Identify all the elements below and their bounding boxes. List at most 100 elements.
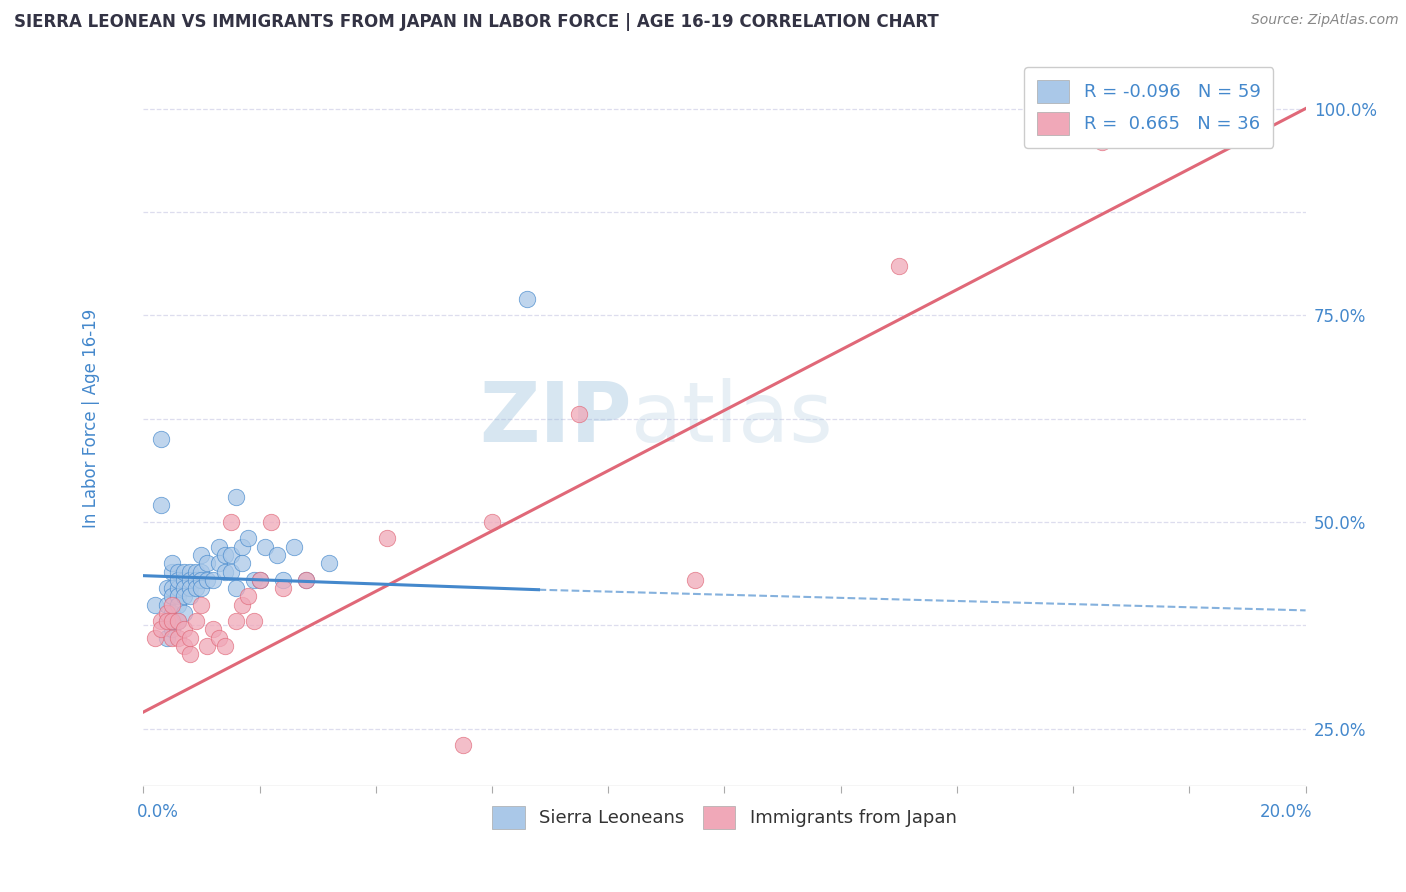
Point (249, 573, 271, 587)
Point (179, 590, 201, 604)
Point (225, 614, 247, 628)
Point (155, 614, 177, 628)
Point (219, 515, 242, 529)
Point (162, 606, 184, 620)
Text: atlas: atlas (631, 378, 834, 459)
Point (318, 556, 340, 570)
Point (149, 614, 172, 628)
Point (162, 556, 184, 570)
Point (195, 573, 218, 587)
Point (1091, 135, 1114, 149)
Point (162, 598, 184, 612)
Point (208, 631, 231, 645)
Point (195, 556, 218, 570)
Text: 20.0%: 20.0% (1260, 803, 1313, 821)
Legend: Sierra Leoneans, Immigrants from Japan: Sierra Leoneans, Immigrants from Japan (485, 798, 963, 837)
Point (179, 565, 201, 579)
Point (179, 573, 201, 587)
Point (184, 614, 207, 628)
Point (236, 590, 259, 604)
Point (162, 590, 184, 604)
Point (149, 623, 172, 637)
Point (173, 606, 195, 620)
Point (283, 540, 305, 554)
Point (149, 432, 172, 446)
Point (162, 623, 184, 637)
Point (190, 565, 212, 579)
Point (190, 573, 212, 587)
Point (167, 598, 190, 612)
Point (516, 292, 538, 306)
Point (214, 639, 236, 653)
Point (162, 581, 184, 595)
Point (167, 590, 190, 604)
Point (167, 573, 190, 587)
Point (568, 408, 591, 422)
Point (242, 573, 264, 587)
Point (481, 515, 503, 529)
Point (231, 598, 253, 612)
Point (202, 623, 225, 637)
Point (202, 573, 225, 587)
Point (149, 499, 172, 513)
Text: ZIP: ZIP (479, 378, 631, 459)
Point (155, 581, 177, 595)
Point (271, 573, 294, 587)
Point (155, 606, 177, 620)
Point (254, 540, 277, 554)
Point (167, 614, 190, 628)
Point (271, 581, 294, 595)
Point (173, 573, 195, 587)
Point (208, 556, 231, 570)
Point (451, 738, 474, 752)
Point (190, 581, 212, 595)
Point (162, 614, 184, 628)
Point (190, 598, 212, 612)
Point (242, 614, 264, 628)
Point (214, 548, 236, 562)
Point (214, 565, 236, 579)
Point (155, 598, 177, 612)
Point (219, 565, 242, 579)
Point (887, 259, 910, 273)
Point (173, 565, 195, 579)
Text: In Labor Force | Age 16-19: In Labor Force | Age 16-19 (82, 309, 100, 528)
Point (173, 581, 195, 595)
Point (167, 614, 190, 628)
Point (266, 548, 288, 562)
Point (249, 573, 271, 587)
Point (155, 614, 177, 628)
Point (219, 548, 242, 562)
Point (190, 548, 212, 562)
Point (208, 540, 231, 554)
Point (162, 565, 184, 579)
Point (167, 631, 190, 645)
Point (377, 532, 399, 546)
Point (179, 581, 201, 595)
Point (236, 532, 259, 546)
Point (143, 598, 166, 612)
Point (195, 639, 218, 653)
Point (184, 581, 207, 595)
Point (295, 573, 318, 587)
Point (179, 631, 201, 645)
Point (260, 515, 283, 529)
Text: 0.0%: 0.0% (136, 803, 179, 821)
Point (173, 623, 195, 637)
Text: SIERRA LEONEAN VS IMMIGRANTS FROM JAPAN IN LABOR FORCE | AGE 16-19 CORRELATION C: SIERRA LEONEAN VS IMMIGRANTS FROM JAPAN … (14, 13, 939, 31)
Point (162, 631, 184, 645)
Point (225, 581, 247, 595)
Point (143, 631, 166, 645)
Text: Source: ZipAtlas.com: Source: ZipAtlas.com (1251, 13, 1399, 28)
Point (167, 565, 190, 579)
Point (184, 573, 207, 587)
Point (162, 614, 184, 628)
Point (173, 590, 195, 604)
Point (295, 573, 318, 587)
Point (167, 581, 190, 595)
Point (179, 647, 201, 661)
Point (173, 639, 195, 653)
Point (155, 631, 177, 645)
Point (231, 540, 253, 554)
Point (225, 490, 247, 504)
